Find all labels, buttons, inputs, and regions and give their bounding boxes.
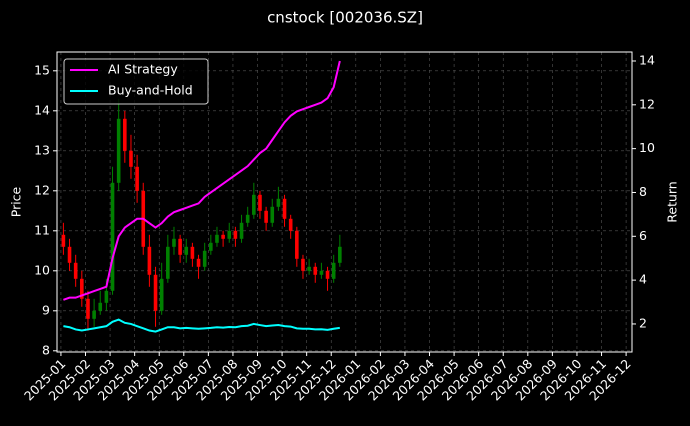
- y-tick-label: 11: [34, 222, 50, 237]
- candle-body: [184, 246, 189, 255]
- y2-tick-label: 8: [639, 184, 647, 199]
- candle-body: [92, 310, 96, 319]
- chart-title: cnstock [002036.SZ]: [267, 9, 423, 27]
- candle-body: [153, 274, 158, 311]
- candle-body: [159, 278, 164, 311]
- y2-tick-label: 6: [639, 228, 647, 243]
- candle-body: [202, 250, 207, 267]
- y-tick-label: 9: [42, 302, 50, 317]
- y-tick-label: 14: [34, 102, 50, 117]
- y-tick-label: 12: [34, 182, 50, 197]
- candle-body: [227, 230, 232, 239]
- candle-body: [288, 218, 293, 231]
- y2-tick-label: 14: [639, 52, 655, 67]
- candle-body: [264, 210, 268, 223]
- candle-body: [172, 238, 176, 247]
- candle-body: [276, 198, 281, 207]
- candle-body: [116, 118, 121, 183]
- candle-body: [123, 118, 127, 151]
- candle-body: [325, 270, 330, 279]
- line-series: [63, 318, 340, 333]
- candle-body: [86, 298, 90, 319]
- candle-body: [301, 258, 305, 271]
- candle-body: [338, 246, 342, 263]
- y-tick-label: 15: [34, 62, 50, 77]
- candle-body: [331, 262, 336, 279]
- candle-body: [129, 150, 133, 167]
- candle-body: [67, 246, 72, 263]
- candle-body: [110, 182, 115, 291]
- legend-label: AI Strategy: [108, 62, 178, 77]
- candle-body: [282, 198, 287, 219]
- y2-tick-label: 12: [639, 96, 655, 111]
- candle-body: [307, 266, 311, 271]
- candle-body: [295, 230, 299, 259]
- candle-body: [258, 194, 262, 211]
- candle-body: [252, 194, 256, 215]
- candle-body: [147, 246, 152, 275]
- legend-label: Buy-and-Hold: [108, 83, 193, 98]
- y-axis-label: Price: [9, 186, 24, 217]
- candle-body: [270, 206, 275, 223]
- candle-body: [245, 214, 250, 223]
- candle-body: [190, 246, 195, 259]
- candle-body: [313, 266, 318, 275]
- candle-body: [196, 258, 201, 267]
- y-tick-label: 10: [34, 262, 50, 277]
- y-tick-label: 13: [34, 142, 50, 157]
- y2-axis-label: Return: [665, 181, 680, 222]
- candle-body: [319, 270, 324, 275]
- y2-tick-label: 4: [639, 272, 647, 287]
- candle-body: [80, 278, 84, 299]
- y2-tick-label: 2: [639, 315, 647, 330]
- candle-body: [104, 290, 109, 303]
- candle-body: [61, 234, 66, 247]
- line-series: [63, 60, 341, 301]
- legend-box: [63, 58, 209, 105]
- candle-body: [98, 302, 103, 311]
- candle-body: [239, 222, 244, 239]
- candle-body: [73, 262, 78, 279]
- y-tick-label: 8: [42, 342, 50, 357]
- y2-tick-label: 10: [639, 140, 655, 155]
- candle-body: [233, 230, 238, 239]
- plot-frame: [56, 51, 633, 353]
- candle-body: [178, 238, 182, 255]
- candle-body: [209, 242, 213, 251]
- candle-body: [221, 234, 225, 239]
- candle-body: [215, 234, 219, 243]
- candle-body: [166, 246, 170, 279]
- candle-body: [135, 166, 139, 191]
